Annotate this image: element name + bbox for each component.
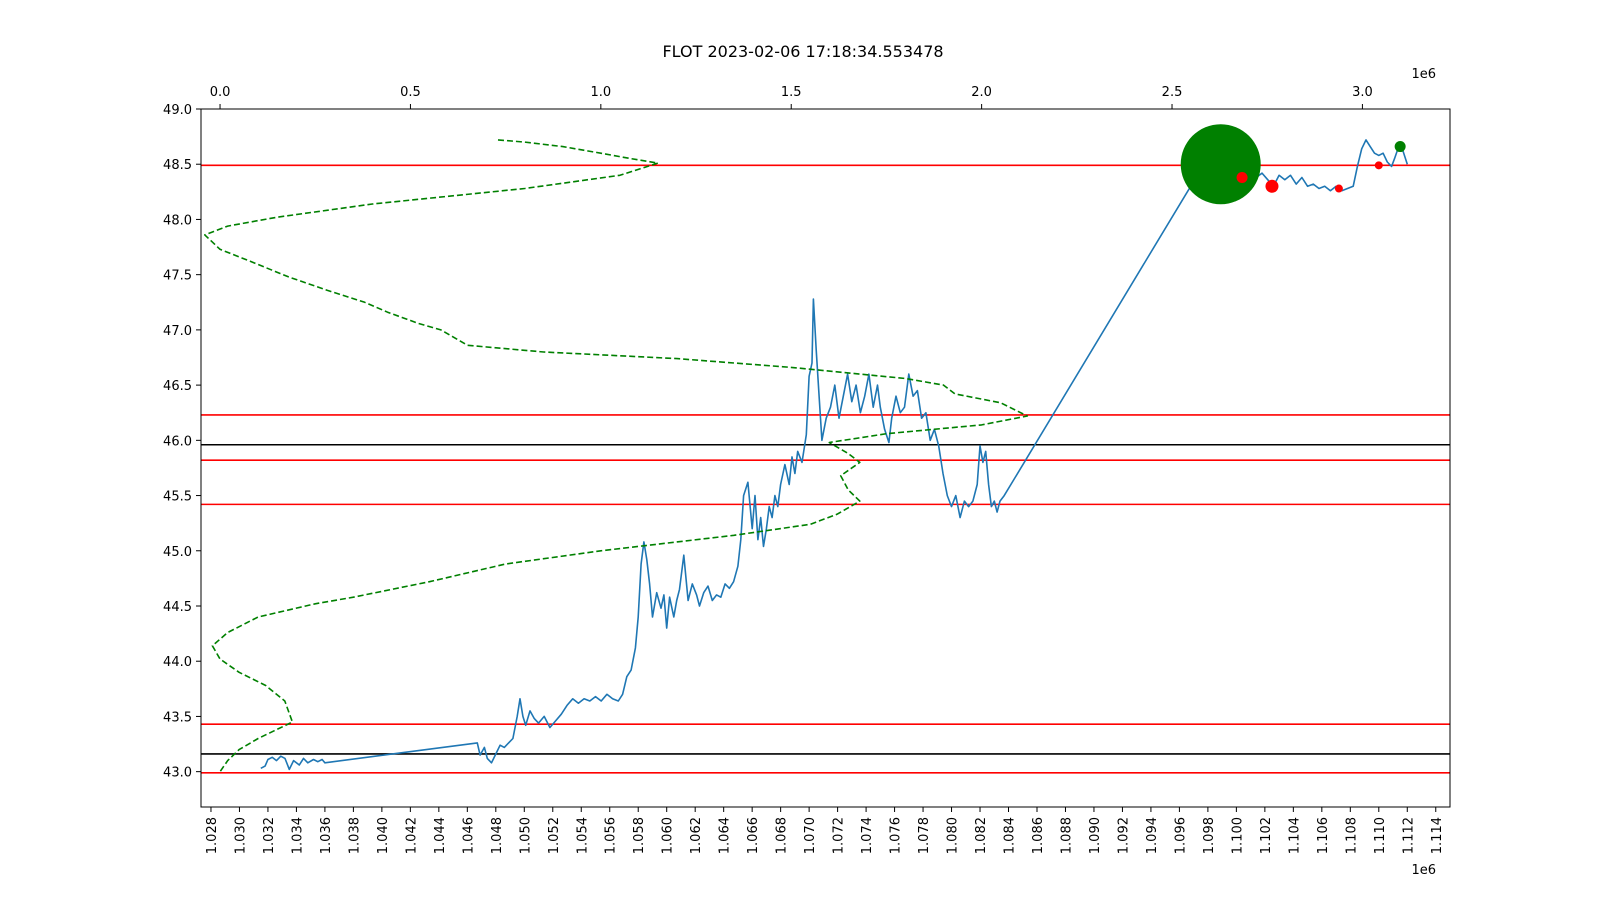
- y-tick-label: 45.5: [163, 490, 192, 505]
- x-tick-label: 1.074: [860, 817, 875, 854]
- x-tick-label: 1.082: [974, 817, 989, 854]
- x-tick-label: 1.054: [575, 817, 590, 854]
- plot-area: [201, 124, 1450, 774]
- x-tick-label: 1.038: [347, 817, 362, 854]
- volume-profile-dashed-line: [204, 139, 1029, 773]
- green-marker: [1394, 141, 1406, 153]
- x-tick-label: 1.110: [1373, 817, 1388, 854]
- y-tick-label: 48.0: [163, 213, 192, 228]
- y-tick-label: 45.0: [163, 545, 192, 560]
- x-tick-label: 1.060: [661, 817, 676, 854]
- top-x-tick-label: 0.0: [210, 85, 231, 100]
- x-tick-label: 1.094: [1145, 817, 1160, 854]
- y-tick-label: 47.0: [163, 324, 192, 339]
- plot-frame: [200, 108, 1451, 808]
- y-tick-label: 44.0: [163, 655, 192, 670]
- y-tick-label: 44.5: [163, 600, 192, 615]
- x-tick-label: 1.040: [376, 817, 391, 854]
- x-tick-label: 1.034: [290, 817, 305, 854]
- x-tick-label: 1.058: [632, 817, 647, 854]
- x-tick-label: 1.062: [689, 817, 704, 854]
- bottom-axis-multiplier: 1e6: [1411, 863, 1436, 878]
- red-marker: [1236, 171, 1248, 183]
- x-tick-label: 1.070: [803, 817, 818, 854]
- top-x-tick-label: 2.0: [971, 85, 992, 100]
- y-tick-label: 43.0: [163, 766, 192, 781]
- x-tick-label: 1.068: [775, 817, 790, 854]
- y-tick-label: 49.0: [163, 103, 192, 118]
- x-tick-label: 1.084: [1003, 817, 1018, 854]
- x-tick-label: 1.090: [1088, 817, 1103, 854]
- y-tick-label: 46.0: [163, 434, 192, 449]
- x-tick-label: 1.030: [233, 817, 248, 854]
- chart-title: FLOT 2023-02-06 17:18:34.553478: [662, 42, 943, 61]
- x-tick-label: 1.098: [1202, 817, 1217, 854]
- x-tick-label: 1.086: [1031, 817, 1046, 854]
- x-tick-label: 1.076: [889, 817, 904, 854]
- x-tick-label: 1.114: [1430, 817, 1445, 854]
- x-tick-label: 1.108: [1344, 817, 1359, 854]
- x-tick-label: 1.028: [205, 817, 220, 854]
- x-tick-label: 1.092: [1116, 817, 1131, 854]
- x-tick-label: 1.056: [604, 817, 619, 854]
- x-tick-label: 1.080: [946, 817, 961, 854]
- red-marker: [1334, 184, 1343, 193]
- x-tick-label: 1.088: [1059, 817, 1074, 854]
- top-x-tick-label: 2.5: [1162, 85, 1183, 100]
- y-tick-label: 43.5: [163, 710, 192, 725]
- x-tick-label: 1.064: [718, 817, 733, 854]
- x-tick-label: 1.104: [1287, 817, 1302, 854]
- x-tick-label: 1.112: [1401, 817, 1416, 854]
- top-x-tick-label: 3.0: [1352, 85, 1373, 100]
- x-tick-label: 1.096: [1173, 817, 1188, 854]
- red-marker: [1265, 179, 1279, 193]
- x-tick-label: 1.048: [490, 817, 505, 854]
- x-tick-label: 1.106: [1316, 817, 1331, 854]
- top-axis-multiplier: 1e6: [1411, 67, 1436, 82]
- x-tick-label: 1.102: [1259, 817, 1274, 854]
- x-tick-label: 1.066: [746, 817, 761, 854]
- red-marker: [1374, 161, 1383, 170]
- x-tick-label: 1.042: [404, 817, 419, 854]
- top-x-tick-label: 1.5: [781, 85, 802, 100]
- y-tick-label: 48.5: [163, 158, 192, 173]
- x-tick-label: 1.052: [547, 817, 562, 854]
- x-tick-label: 1.100: [1230, 817, 1245, 854]
- top-x-tick-label: 0.5: [400, 85, 421, 100]
- top-x-tick-label: 1.0: [590, 85, 611, 100]
- y-tick-label: 46.5: [163, 379, 192, 394]
- x-tick-label: 1.032: [262, 817, 277, 854]
- x-tick-label: 1.078: [917, 817, 932, 854]
- x-tick-label: 1.046: [461, 817, 476, 854]
- x-tick-label: 1.072: [832, 817, 847, 854]
- axes: 43.0 43.5 44.0 44.5 45.0 45.5 46.0 46.5 47.0 47.5…: [163, 85, 1445, 854]
- x-tick-label: 1.044: [433, 817, 448, 854]
- y-tick-label: 47.5: [163, 269, 192, 284]
- green-marker: [1180, 124, 1261, 205]
- x-tick-label: 1.036: [319, 817, 334, 854]
- x-tick-label: 1.050: [518, 817, 533, 854]
